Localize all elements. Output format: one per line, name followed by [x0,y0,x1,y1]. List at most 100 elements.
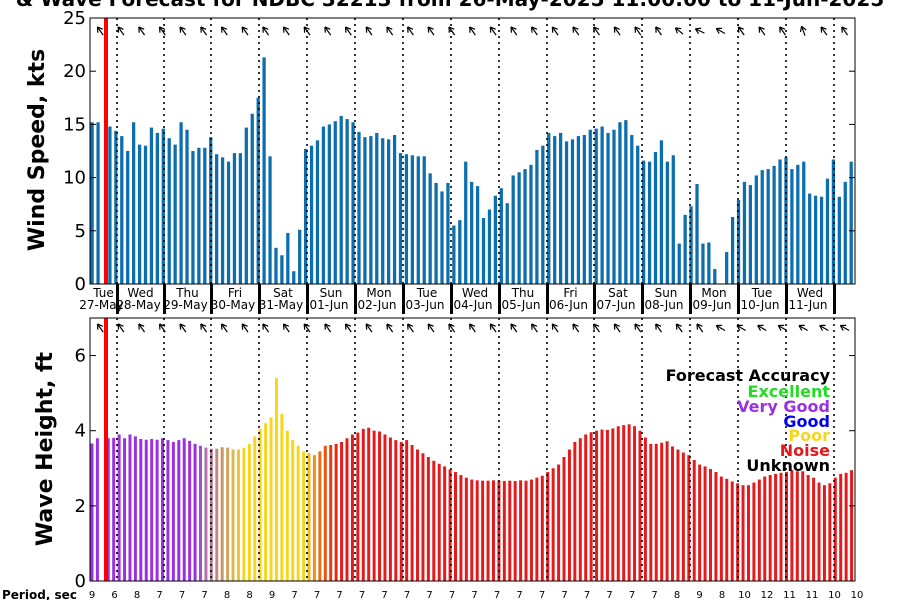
direction-arrow-icon [737,26,745,36]
wave-height-bar [166,440,170,581]
wind-speed-bar [677,243,681,284]
wave-height-bar [605,429,609,581]
wave-height-bar [399,441,403,581]
period-value: 12 [761,590,774,600]
wave-height-bar [144,439,148,581]
direction-arrow-icon [448,26,456,36]
wave-height-bar [508,480,512,581]
wind-speed-bar [784,157,788,284]
wind-speed-bar [689,206,693,284]
day-date-label: 09-Jun [692,298,731,312]
day-strip-divider [450,284,453,314]
wave-height-bar [318,451,322,581]
wind-speed-bar [303,148,308,284]
wind-speed-bar [630,135,634,284]
period-value: 7 [291,590,297,600]
wind-speed-bar [517,172,521,284]
direction-arrow-icon [179,26,187,36]
wave-height-bar [725,478,729,581]
wind-speed-bar [659,140,664,284]
wave-height-bar [741,485,745,581]
wave-height-bar [106,438,110,581]
period-value: 7 [651,590,657,600]
period-axis-label: Period, sec [2,588,77,600]
wave-height-bar [454,472,457,581]
wave-height-bar [378,431,382,581]
wind-speed-bar [446,182,450,284]
wind-speed-bar [624,120,628,284]
wind-speed-bar [612,129,616,284]
day-weekday-label: Sun [320,286,343,300]
wave-height-bar [736,483,740,581]
wave-height-axis-label: Wave Height, ft [33,351,58,546]
wind-speed-bar [819,196,824,284]
wave-height-bar [513,481,517,581]
y-tick-label: 0 [75,571,86,592]
day-date-label: 03-Jun [405,298,444,312]
wind-speed-bar [404,154,409,284]
wind-speed-bar [428,173,432,284]
direction-arrow-icon [593,26,600,36]
day-strip-divider [498,284,501,314]
wave-height-bar [155,439,159,581]
direction-arrow-icon [344,26,352,36]
wave-height-bar [681,452,685,581]
wave-height-bar [638,430,642,581]
wind-speed-bar [837,196,841,284]
direction-arrow-icon [510,26,518,36]
wind-speed-bar [387,139,391,284]
wind-speed-bar [701,243,705,284]
day-weekday-label: Tue [751,286,773,300]
period-values: 9 6 8 7 7 7 8 8 9 7 7 7 7 7 7 7 7 7 7 7 7 7 7 7 7 7 8 9 8 10 12 11 11 10 1… [89,590,864,600]
wave-height-bar [784,472,788,581]
y-tick-label: 2 [75,496,86,517]
day-strip-background [90,284,855,314]
wind-speed-bar [475,186,480,284]
wave-height-bar [150,438,154,581]
direction-arrow-icon [117,323,125,333]
day-date-label: 07-Jun [596,298,635,312]
wave-height-bar [171,441,175,581]
wave-height-bar [850,470,854,581]
wind-speed-bar [333,121,337,285]
wave-height-bar [698,464,702,581]
wind-speed-bar [529,164,533,284]
day-weekday-label: Sat [273,286,293,300]
day-strip-divider [163,284,166,314]
wave-height-bar [291,440,295,581]
wind-speed-bar [398,153,403,284]
day-weekday-label: Wed [462,286,488,300]
y-tick-label: 0 [75,274,86,295]
wave-height-bar [264,423,268,581]
wave-height-bar [519,480,523,581]
direction-arrow-icon [696,323,704,333]
y-tick-label: 10 [63,168,86,189]
wave-height-bar [242,447,246,581]
chart-title: & Wave Forecast for NDBC 32213 from 26-M… [16,0,884,11]
direction-arrow-icon [593,323,600,333]
wave-height-bar [671,446,675,581]
wave-height-bar [822,485,826,581]
legend-item-poor: Poor [788,426,830,445]
wave-height-bar [757,479,761,581]
wave-height-bar [470,479,474,581]
direction-arrow-icon [839,324,850,332]
direction-arrow-icon [489,323,497,333]
direction-arrow-icon [551,26,559,36]
wave-height-bar [394,440,398,581]
day-weekday-label: Tue [416,286,438,300]
direction-arrow-icon [551,323,559,333]
wind-speed-bar [653,152,658,284]
day-strip-divider [116,284,119,314]
wave-height-bar [573,441,577,581]
direction-arrow-icon [819,324,829,332]
direction-arrow-icon [674,27,684,35]
wave-height-bar [795,471,799,581]
wave-height-bar [595,430,599,581]
wave-height-bar [253,436,257,581]
wind-speed-bar [671,155,675,284]
wave-height-bar [340,441,344,581]
day-date-label: 06-Jun [549,298,588,312]
period-value: 10 [851,590,864,600]
period-value: 10 [738,590,751,600]
